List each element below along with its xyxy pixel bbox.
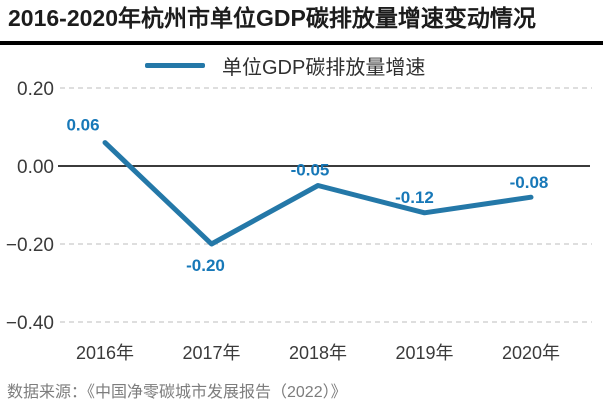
legend-line-sample [145,62,205,68]
x-tick-label: 2017年 [182,343,240,363]
source-note: 数据来源：《中国净零碳城市发展报告（2022）》 [7,384,347,401]
y-tick-label: 0.00 [17,157,54,178]
data-point-label: -0.12 [395,188,434,207]
y-tick-label: 0.20 [17,79,54,100]
legend: 单位GDP碳排放量增速 [145,53,426,79]
legend-label: 单位GDP碳排放量增速 [222,56,426,79]
y-tick-label: −0.20 [6,235,54,256]
x-tick-label: 2020年 [502,343,560,363]
data-point-label: 0.06 [66,116,99,135]
data-line [102,140,534,247]
x-tick-label: 2018年 [289,343,347,363]
x-tick-label: 2019年 [395,343,453,363]
data-point-label: -0.08 [510,173,549,192]
data-point-label: -0.20 [186,256,225,275]
chart-title: 2016-2020年杭州市单位GDP碳排放量增速变动情况 [8,5,536,31]
x-tick-label: 2016年 [76,343,134,363]
data-point-label: -0.05 [291,161,330,180]
title-block: 2016-2020年杭州市单位GDP碳排放量增速变动情况 [0,0,603,45]
line-chart: 0.20 0.00 −0.20 −0.40 0.06 -0.20 -0.05 -0.12 -0.… [6,79,592,363]
y-tick-label: −0.40 [6,313,54,334]
